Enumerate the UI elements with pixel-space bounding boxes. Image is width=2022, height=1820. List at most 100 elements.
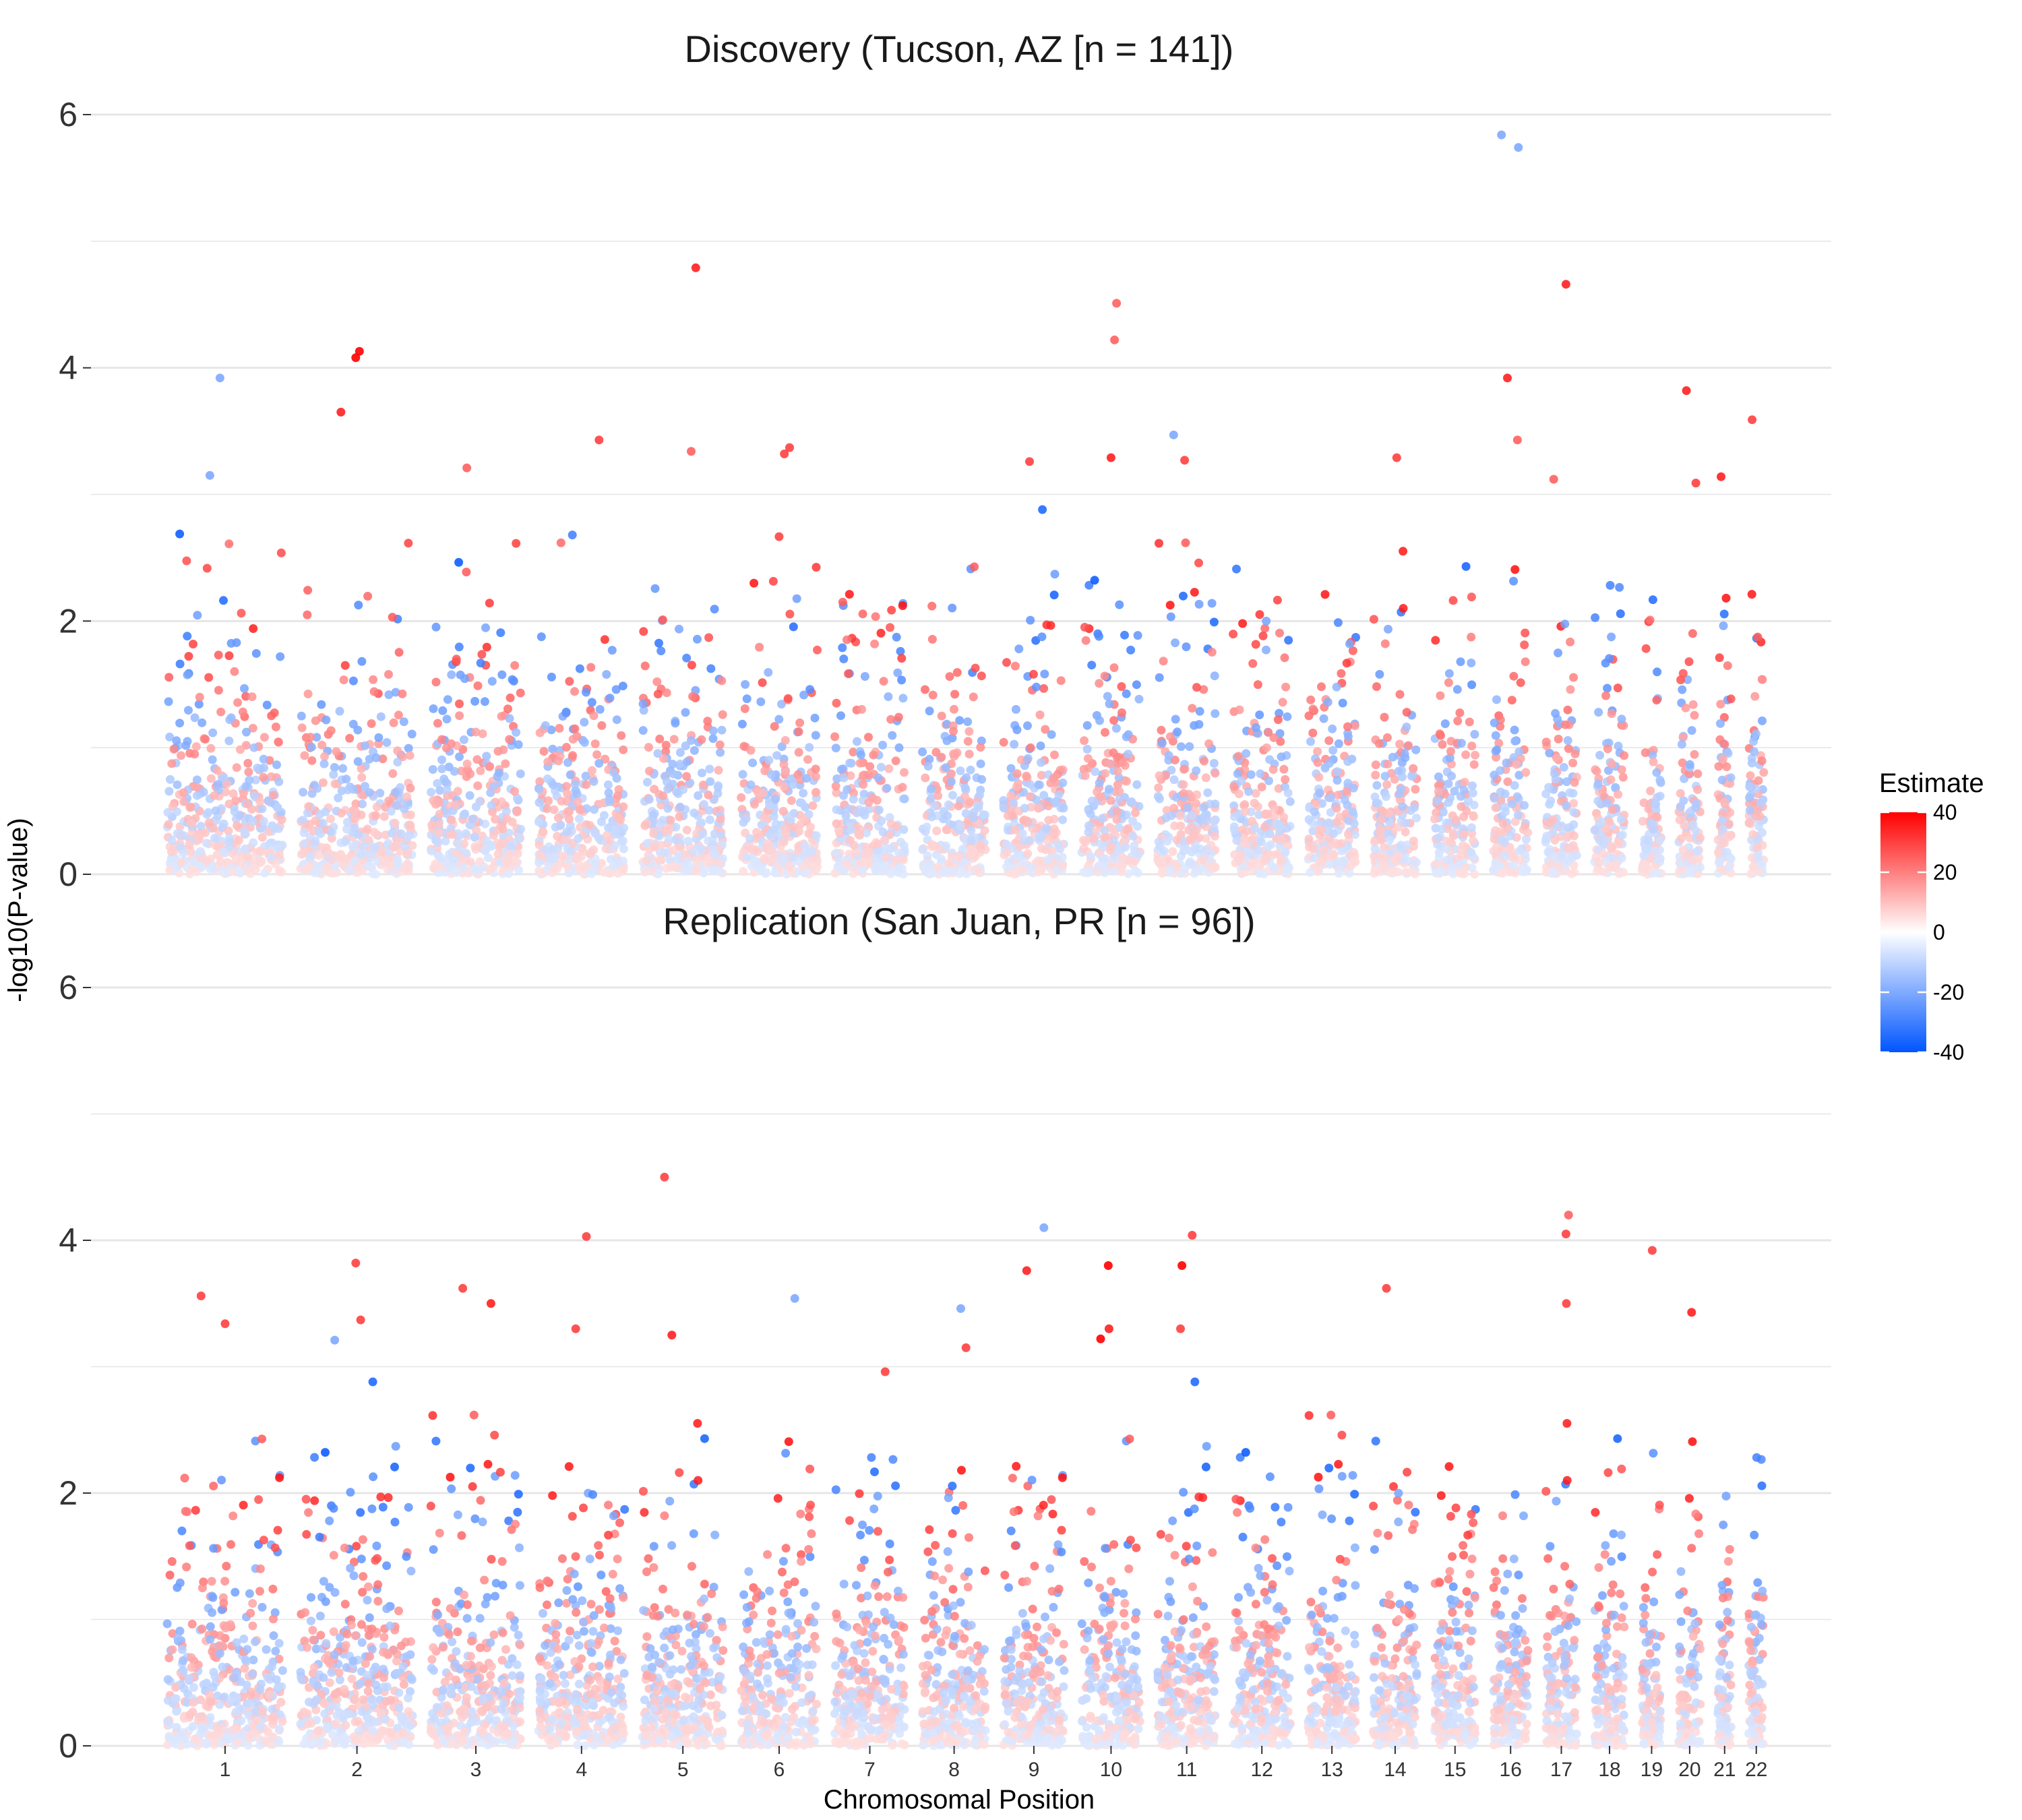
snp-point: [1332, 803, 1341, 813]
snp-point: [887, 605, 896, 615]
snp-point: [1570, 778, 1579, 787]
snp-point: [1378, 807, 1388, 816]
snp-point: [555, 723, 564, 733]
snp-point: [898, 783, 907, 792]
snp-point: [564, 814, 574, 824]
snp-point: [212, 766, 222, 775]
snp-point: [1100, 832, 1109, 842]
snp-point: [1593, 779, 1603, 789]
snp-point: [742, 694, 752, 704]
snp-point: [1403, 868, 1413, 877]
snp-point: [455, 752, 464, 762]
snp-point: [1337, 839, 1346, 848]
snp-point: [891, 756, 900, 766]
snp-point: [1262, 616, 1271, 626]
snp-point: [1337, 669, 1346, 678]
snp-point: [257, 832, 267, 842]
snp-point: [514, 740, 523, 750]
snp-point: [278, 1666, 287, 1675]
snp-point: [1343, 757, 1353, 766]
snp-point: [839, 791, 848, 800]
snp-point: [1550, 769, 1559, 779]
snp-point: [570, 780, 580, 789]
snp-point: [1260, 624, 1270, 633]
snp-point: [497, 797, 506, 806]
snp-point: [324, 862, 332, 872]
snp-point: [918, 845, 927, 854]
snp-point: [1047, 730, 1056, 739]
snp-point: [693, 634, 702, 644]
snp-point: [372, 802, 381, 812]
snp-point: [202, 564, 212, 573]
snp-point: [774, 532, 784, 541]
snp-point: [779, 837, 789, 847]
snp-point: [1192, 683, 1201, 692]
snp-point: [1275, 822, 1285, 831]
snp-point: [1509, 861, 1519, 870]
snp-point: [1027, 863, 1036, 872]
snp-point: [1251, 640, 1260, 649]
snp-point: [1154, 837, 1163, 847]
snp-point: [299, 787, 308, 797]
snp-point: [1724, 832, 1734, 842]
snp-point: [1375, 669, 1384, 679]
snp-point: [503, 704, 512, 714]
top-hit-point: [687, 447, 696, 456]
snp-point: [165, 732, 175, 741]
snp-point: [318, 818, 328, 828]
snp-point: [502, 814, 512, 823]
snp-point: [1549, 851, 1558, 861]
snp-point: [943, 811, 952, 820]
snp-point: [193, 611, 202, 620]
snp-point: [1157, 725, 1166, 735]
snp-point: [963, 737, 973, 746]
snp-point: [1209, 823, 1219, 832]
snp-point: [928, 690, 938, 700]
snp-point: [501, 759, 510, 768]
snp-point: [1253, 680, 1262, 690]
snp-point: [400, 804, 409, 814]
snp-point: [516, 688, 525, 698]
snp-point: [476, 659, 485, 668]
snp-point: [1411, 745, 1421, 754]
snp-point: [194, 700, 204, 709]
snp-point: [927, 812, 936, 822]
snp-point: [1382, 780, 1392, 789]
snp-point: [933, 791, 943, 800]
snp-point: [1154, 857, 1163, 866]
snp-point: [611, 827, 620, 837]
snp-point: [1746, 819, 1755, 828]
snp-point: [961, 809, 971, 818]
snp-point: [485, 762, 494, 771]
snp-point: [1154, 783, 1163, 793]
snp-point: [1607, 759, 1616, 768]
snp-point: [1106, 796, 1115, 806]
snp-point: [1752, 729, 1760, 739]
snp-point: [1618, 772, 1628, 782]
snp-point: [794, 748, 803, 757]
snp-point: [427, 847, 436, 855]
snp-point: [859, 780, 868, 789]
snp-point: [964, 727, 974, 736]
snp-point: [1179, 591, 1188, 601]
snp-point: [224, 651, 234, 661]
snp-point: [371, 811, 380, 820]
snp-point: [873, 861, 882, 870]
snp-point: [1262, 743, 1271, 752]
snp-point: [300, 751, 309, 760]
snp-point: [1256, 769, 1265, 779]
snp-point: [587, 698, 596, 707]
snp-point: [832, 848, 841, 857]
snp-point: [944, 800, 953, 810]
snp-point: [369, 687, 379, 696]
snp-point: [708, 845, 717, 854]
snp-point: [1281, 682, 1291, 692]
snp-point: [1460, 778, 1469, 787]
snp-point: [189, 640, 197, 648]
snp-point: [1550, 835, 1560, 845]
snp-point: [1014, 853, 1023, 862]
snp-point: [700, 866, 709, 875]
snp-point: [642, 839, 652, 848]
snp-point: [810, 713, 820, 723]
snp-point: [972, 864, 981, 874]
